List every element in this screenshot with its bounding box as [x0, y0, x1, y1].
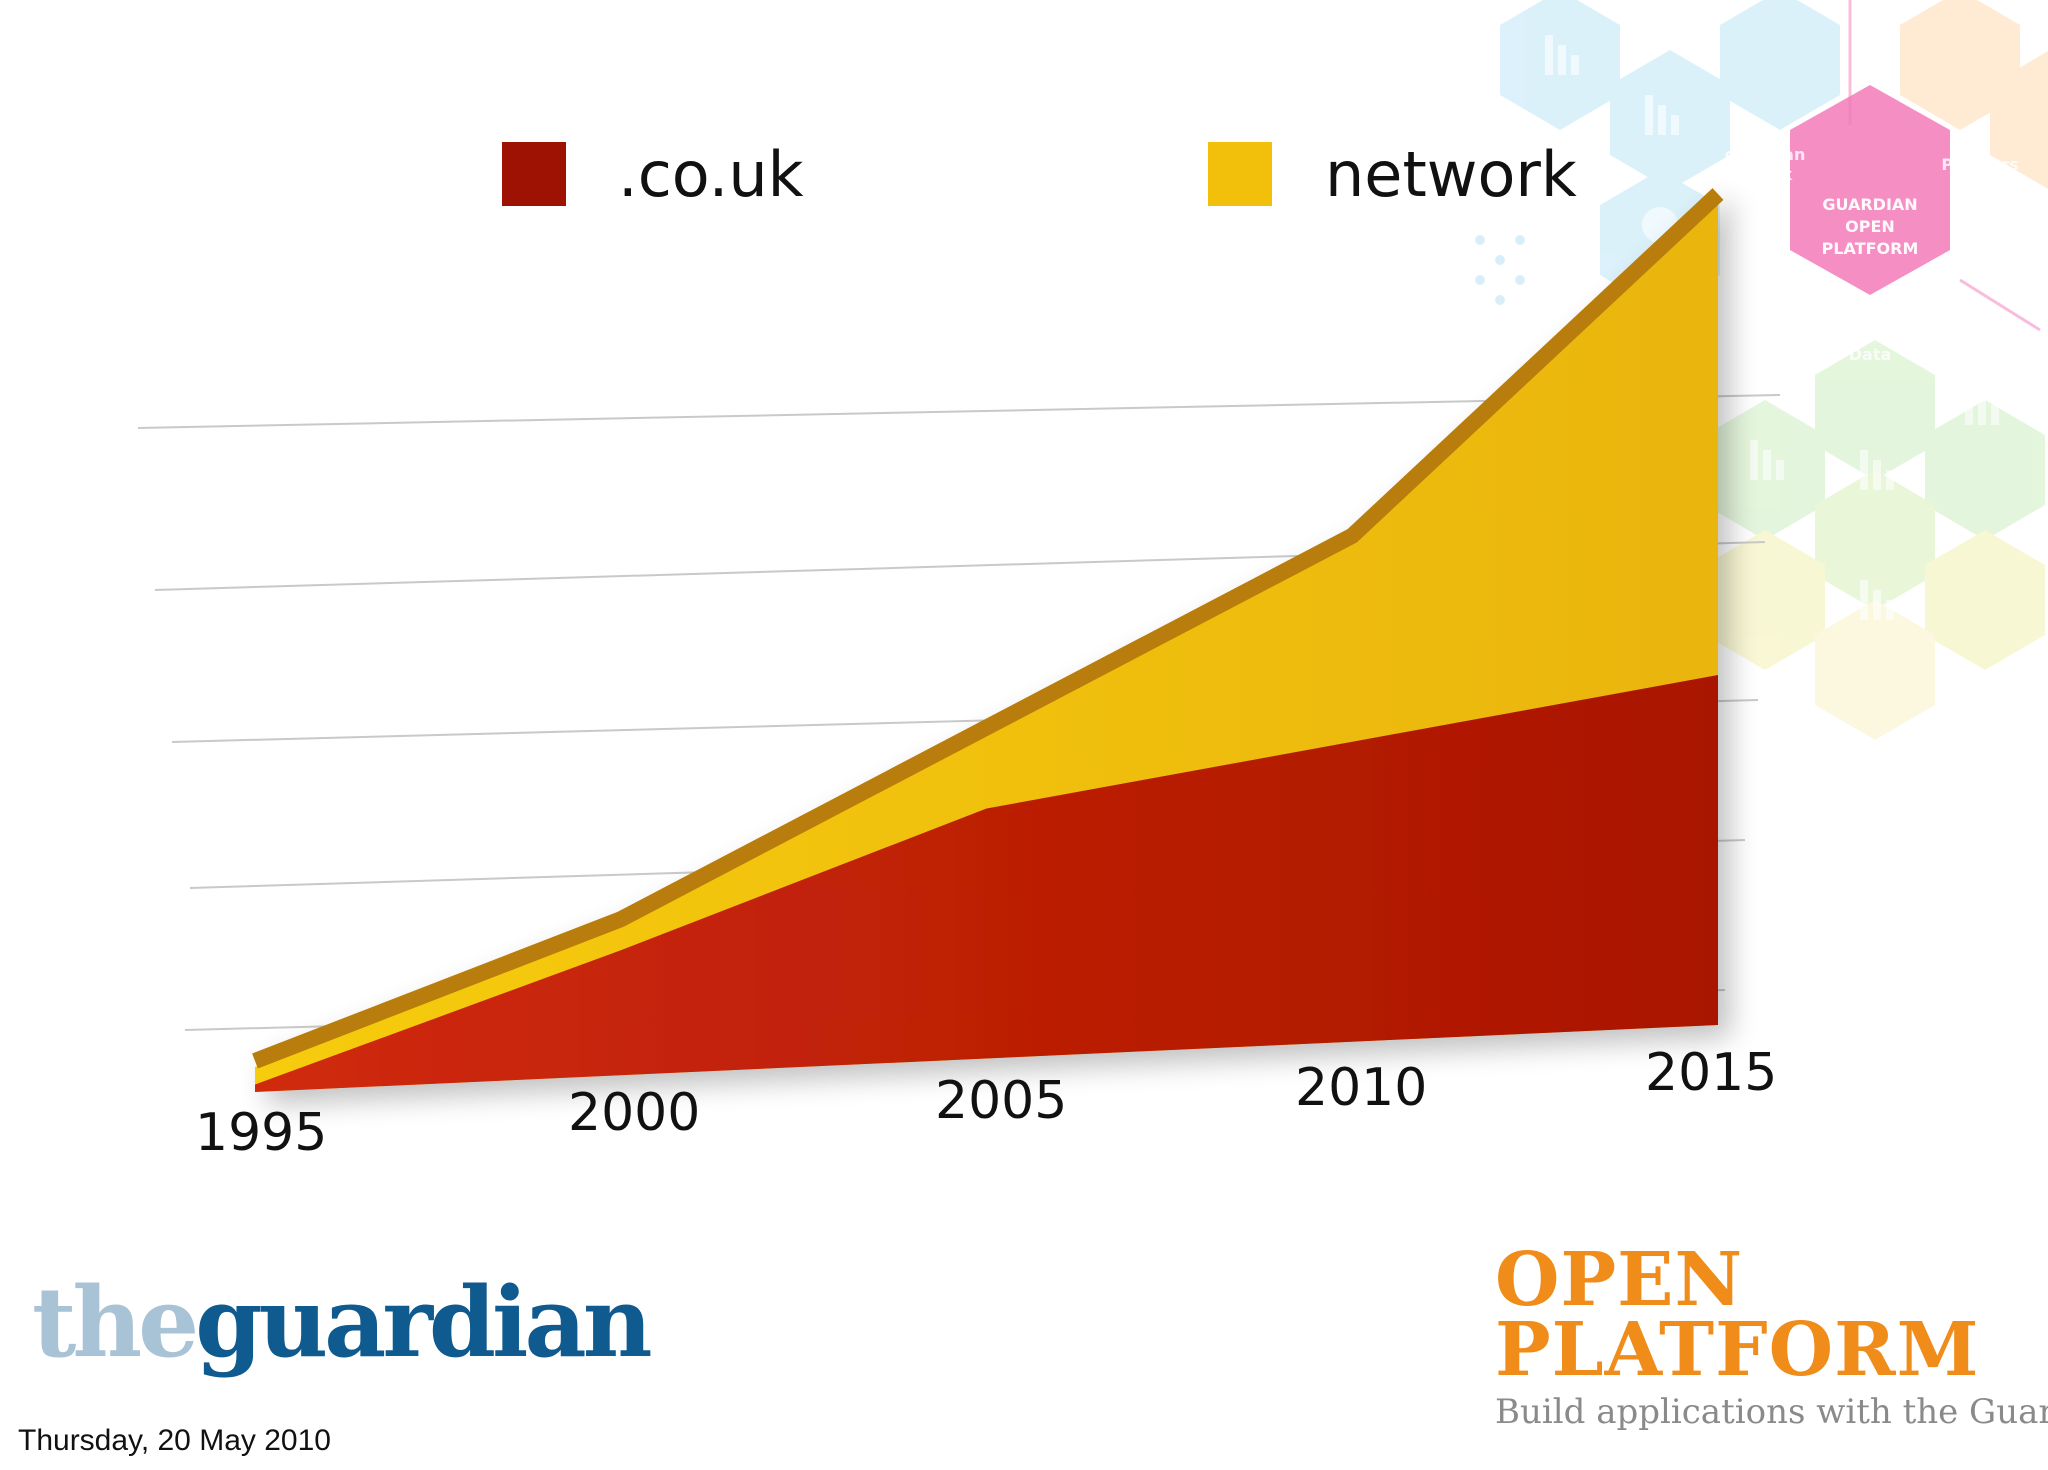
- data-point-network-2010: [1349, 539, 1355, 545]
- open-platform-word-2: PLATFORM: [1495, 1307, 1980, 1394]
- area-ridge-network: [252, 188, 1724, 1069]
- x-tick-2010: 2010: [1295, 1058, 1427, 1118]
- hub-label-line1: GUARDIAN: [1822, 195, 1917, 214]
- x-axis-ticks: 1995 2000 2005 2010 2015: [195, 1043, 1777, 1163]
- logo-the: the: [32, 1266, 199, 1379]
- node-data: Data: [1849, 345, 1892, 364]
- node-guardian-line1: guardian: [1725, 145, 1806, 164]
- data-point-network-1995: [252, 1064, 258, 1070]
- open-platform-tagline: Build applications with the Guardian: [1495, 1391, 2048, 1432]
- data-point-network-2000: [618, 922, 624, 928]
- data-point-co-uk-1995: [252, 1082, 258, 1088]
- legend-label-network: network: [1325, 138, 1577, 211]
- area-series-co-uk: [255, 675, 1718, 1092]
- x-tick-2005: 2005: [935, 1071, 1067, 1131]
- open-platform-logo: OPEN PLATFORM Build applications with th…: [1495, 1237, 2048, 1432]
- data-point-co-uk-2015: [1715, 672, 1721, 678]
- data-point-co-uk-2010: [1349, 739, 1355, 745]
- legend-swatch-co-uk: [502, 142, 566, 206]
- legend-swatch-network: [1208, 142, 1272, 206]
- data-point-network-2005: [984, 731, 990, 737]
- logo-guardian-word: guardian: [195, 1266, 652, 1379]
- footer-date: Thursday, 20 May 2010: [18, 1424, 331, 1457]
- data-point-co-uk-2005: [984, 806, 990, 812]
- node-guardian-line2: .co.uk: [1738, 165, 1793, 184]
- data-point-co-uk-2000: [618, 947, 624, 953]
- data-point-network-2015: [1715, 197, 1721, 203]
- legend-label-co-uk: .co.uk: [618, 138, 804, 211]
- x-tick-2000: 2000: [568, 1083, 700, 1143]
- node-partners: Partners: [1941, 155, 2018, 174]
- open-platform-word-1: OPEN: [1495, 1237, 1744, 1323]
- x-tick-2015: 2015: [1645, 1043, 1777, 1103]
- x-tick-1995: 1995: [195, 1103, 327, 1163]
- hub-label-line3: PLATFORM: [1822, 239, 1919, 258]
- chart-areas: [252, 188, 1724, 1092]
- the-guardian-logo: theguardian: [32, 1270, 653, 1380]
- hub-label-line2: OPEN: [1845, 217, 1895, 236]
